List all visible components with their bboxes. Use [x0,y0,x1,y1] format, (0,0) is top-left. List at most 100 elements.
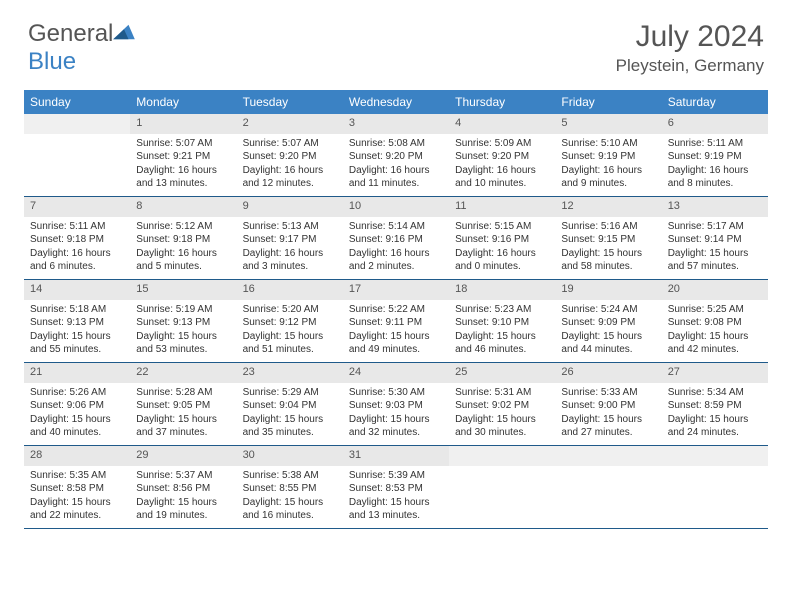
day-number: 14 [24,280,130,300]
cell-body: Sunrise: 5:25 AMSunset: 9:08 PMDaylight:… [662,300,768,362]
sunrise-line: Sunrise: 5:39 AM [349,469,443,483]
sunrise-line: Sunrise: 5:11 AM [30,220,124,234]
sunset-line: Sunset: 8:53 PM [349,482,443,496]
sunrise-line: Sunrise: 5:11 AM [668,137,762,151]
sunset-line: Sunset: 9:13 PM [136,316,230,330]
cell-body: Sunrise: 5:15 AMSunset: 9:16 PMDaylight:… [449,217,555,279]
triangle-icon [113,23,135,41]
sunrise-line: Sunrise: 5:18 AM [30,303,124,317]
logo-word-1: General [28,20,113,47]
sunset-line: Sunset: 9:08 PM [668,316,762,330]
cell-body: Sunrise: 5:29 AMSunset: 9:04 PMDaylight:… [237,383,343,445]
sunrise-line: Sunrise: 5:22 AM [349,303,443,317]
calendar-cell: 13Sunrise: 5:17 AMSunset: 9:14 PMDayligh… [662,197,768,279]
daylight-line: Daylight: 15 hours and 44 minutes. [561,330,655,357]
daylight-line: Daylight: 16 hours and 13 minutes. [136,164,230,191]
sunset-line: Sunset: 9:20 PM [349,150,443,164]
sunset-line: Sunset: 9:19 PM [668,150,762,164]
calendar-cell: 20Sunrise: 5:25 AMSunset: 9:08 PMDayligh… [662,280,768,362]
calendar-cell: 26Sunrise: 5:33 AMSunset: 9:00 PMDayligh… [555,363,661,445]
calendar-cell-blank [555,446,661,528]
sunrise-line: Sunrise: 5:23 AM [455,303,549,317]
calendar-cell: 5Sunrise: 5:10 AMSunset: 9:19 PMDaylight… [555,114,661,196]
sunrise-line: Sunrise: 5:29 AM [243,386,337,400]
sunset-line: Sunset: 9:18 PM [30,233,124,247]
cell-body: Sunrise: 5:28 AMSunset: 9:05 PMDaylight:… [130,383,236,445]
calendar-cell: 14Sunrise: 5:18 AMSunset: 9:13 PMDayligh… [24,280,130,362]
calendar-cell: 16Sunrise: 5:20 AMSunset: 9:12 PMDayligh… [237,280,343,362]
sunset-line: Sunset: 9:02 PM [455,399,549,413]
calendar-cell: 25Sunrise: 5:31 AMSunset: 9:02 PMDayligh… [449,363,555,445]
sunrise-line: Sunrise: 5:31 AM [455,386,549,400]
sunrise-line: Sunrise: 5:20 AM [243,303,337,317]
cell-body: Sunrise: 5:30 AMSunset: 9:03 PMDaylight:… [343,383,449,445]
cell-body: Sunrise: 5:20 AMSunset: 9:12 PMDaylight:… [237,300,343,362]
sunrise-line: Sunrise: 5:34 AM [668,386,762,400]
cell-body: Sunrise: 5:10 AMSunset: 9:19 PMDaylight:… [555,134,661,196]
day-number: 1 [130,114,236,134]
calendar-cell: 23Sunrise: 5:29 AMSunset: 9:04 PMDayligh… [237,363,343,445]
sunrise-line: Sunrise: 5:16 AM [561,220,655,234]
cell-body: Sunrise: 5:12 AMSunset: 9:18 PMDaylight:… [130,217,236,279]
day-number: 23 [237,363,343,383]
day-number: 30 [237,446,343,466]
calendar-cell: 2Sunrise: 5:07 AMSunset: 9:20 PMDaylight… [237,114,343,196]
sunrise-line: Sunrise: 5:38 AM [243,469,337,483]
daylight-line: Daylight: 15 hours and 27 minutes. [561,413,655,440]
sunrise-line: Sunrise: 5:14 AM [349,220,443,234]
cell-body: Sunrise: 5:26 AMSunset: 9:06 PMDaylight:… [24,383,130,445]
sunrise-line: Sunrise: 5:13 AM [243,220,337,234]
daylight-line: Daylight: 16 hours and 5 minutes. [136,247,230,274]
calendar-cell: 28Sunrise: 5:35 AMSunset: 8:58 PMDayligh… [24,446,130,528]
sunset-line: Sunset: 9:10 PM [455,316,549,330]
cell-body: Sunrise: 5:24 AMSunset: 9:09 PMDaylight:… [555,300,661,362]
cell-body: Sunrise: 5:23 AMSunset: 9:10 PMDaylight:… [449,300,555,362]
daylight-line: Daylight: 15 hours and 49 minutes. [349,330,443,357]
cell-body: Sunrise: 5:18 AMSunset: 9:13 PMDaylight:… [24,300,130,362]
calendar-cell: 12Sunrise: 5:16 AMSunset: 9:15 PMDayligh… [555,197,661,279]
calendar-cell: 3Sunrise: 5:08 AMSunset: 9:20 PMDaylight… [343,114,449,196]
day-number: 18 [449,280,555,300]
cell-body: Sunrise: 5:34 AMSunset: 8:59 PMDaylight:… [662,383,768,445]
cell-body: Sunrise: 5:31 AMSunset: 9:02 PMDaylight:… [449,383,555,445]
calendar-cell: 1 Sunrise: 5:07 AMSunset: 9:21 PMDaylight… [130,114,236,196]
day-number: 2 [237,114,343,134]
daylight-line: Daylight: 16 hours and 10 minutes. [455,164,549,191]
daylight-line: Daylight: 16 hours and 6 minutes. [30,247,124,274]
sunrise-line: Sunrise: 5:28 AM [136,386,230,400]
sunset-line: Sunset: 9:04 PM [243,399,337,413]
logo-word-2: Blue [28,48,76,75]
sunrise-line: Sunrise: 5:08 AM [349,137,443,151]
cell-body: Sunrise: 5:22 AMSunset: 9:11 PMDaylight:… [343,300,449,362]
sunrise-line: Sunrise: 5:07 AM [136,137,230,151]
cell-body: Sunrise: 5:13 AMSunset: 9:17 PMDaylight:… [237,217,343,279]
day-number [449,446,555,466]
calendar-cell-blank [24,114,130,196]
daylight-line: Daylight: 15 hours and 53 minutes. [136,330,230,357]
sunset-line: Sunset: 9:21 PM [136,150,230,164]
cell-body: Sunrise: 5:09 AMSunset: 9:20 PMDaylight:… [449,134,555,196]
week-row: 1Sunrise: 5:07 AMSunset: 9:21 PMDaylight… [24,114,768,197]
daylight-line: Daylight: 15 hours and 42 minutes. [668,330,762,357]
calendar-cell: 31Sunrise: 5:39 AMSunset: 8:53 PMDayligh… [343,446,449,528]
day-number: 16 [237,280,343,300]
daylight-line: Daylight: 15 hours and 55 minutes. [30,330,124,357]
day-number: 31 [343,446,449,466]
cell-body: Sunrise: 5:14 AMSunset: 9:16 PMDaylight:… [343,217,449,279]
day-header: Sunday [24,90,130,114]
daylight-line: Daylight: 15 hours and 57 minutes. [668,247,762,274]
day-number: 22 [130,363,236,383]
day-number: 4 [449,114,555,134]
calendar-cell-blank [449,446,555,528]
daylight-line: Daylight: 16 hours and 3 minutes. [243,247,337,274]
sunrise-line: Sunrise: 5:25 AM [668,303,762,317]
sunset-line: Sunset: 9:16 PM [455,233,549,247]
sunrise-line: Sunrise: 5:37 AM [136,469,230,483]
day-header-row: SundayMondayTuesdayWednesdayThursdayFrid… [24,90,768,114]
calendar-cell: 9Sunrise: 5:13 AMSunset: 9:17 PMDaylight… [237,197,343,279]
day-number: 29 [130,446,236,466]
calendar-cell: 24Sunrise: 5:30 AMSunset: 9:03 PMDayligh… [343,363,449,445]
day-number: 21 [24,363,130,383]
week-row: 14Sunrise: 5:18 AMSunset: 9:13 PMDayligh… [24,280,768,363]
daylight-line: Daylight: 15 hours and 19 minutes. [136,496,230,523]
